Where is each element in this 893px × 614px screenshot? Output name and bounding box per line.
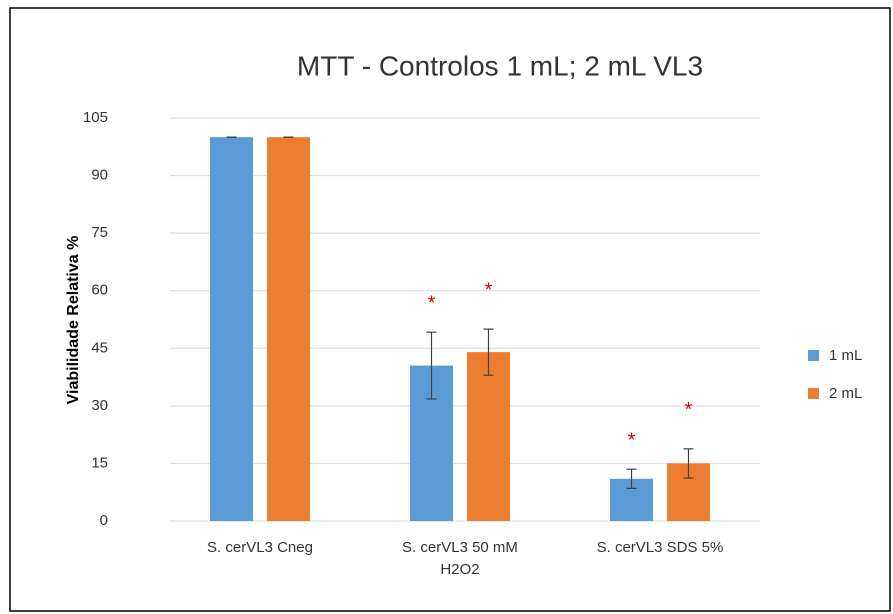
x-tick-label-box: S. cerVL3 50 mM H2O2 bbox=[402, 539, 518, 578]
significance-marker: * bbox=[685, 399, 693, 421]
legend-swatch bbox=[808, 388, 819, 399]
error-bar bbox=[426, 331, 437, 400]
legend-label: 2 mL bbox=[829, 385, 862, 402]
x-tick-label: S. cerVL3 SDS 5% bbox=[596, 539, 724, 556]
x-tick-label-box: S. cerVL3 Cneg bbox=[207, 539, 313, 556]
bar bbox=[467, 352, 510, 521]
y-tick-label: 90 bbox=[91, 167, 108, 184]
bar bbox=[267, 137, 310, 521]
y-axis-label: Viabilidade Relativa % bbox=[65, 236, 82, 405]
legend-label: 1 mL bbox=[829, 347, 862, 364]
x-tick-label-box: S. cerVL3 SDS 5% bbox=[596, 539, 724, 556]
x-tick-label: S. cerVL3 Cneg bbox=[207, 539, 313, 556]
y-tick-label: 105 bbox=[83, 109, 108, 126]
error-bar bbox=[483, 328, 494, 376]
legend-swatch bbox=[808, 350, 819, 361]
error-bar bbox=[626, 468, 637, 489]
x-tick-label: S. cerVL3 50 mM H2O2 bbox=[402, 539, 518, 578]
significance-marker: * bbox=[428, 292, 436, 314]
y-tick-label: 75 bbox=[91, 224, 108, 241]
y-tick-label: 30 bbox=[91, 397, 108, 414]
y-tick-label: 45 bbox=[91, 339, 108, 356]
y-tick-label: 0 bbox=[100, 512, 108, 529]
significance-marker: * bbox=[628, 429, 636, 451]
significance-marker: * bbox=[485, 279, 493, 301]
bar bbox=[210, 137, 253, 521]
chart-title: MTT - Controlos 1 mL; 2 mL VL3 bbox=[297, 50, 703, 81]
y-tick-label: 60 bbox=[91, 282, 108, 299]
y-tick-label: 15 bbox=[91, 454, 108, 471]
error-bar bbox=[683, 448, 694, 479]
